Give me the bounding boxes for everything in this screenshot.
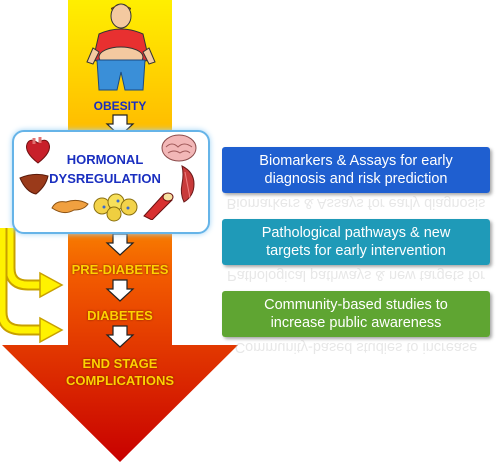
brain-icon — [161, 134, 197, 162]
end-line-1: END STAGE — [82, 356, 158, 371]
community-reflection: Community-based studies to increase publ… — [234, 339, 478, 355]
stage-obesity: OBESITY — [93, 99, 147, 113]
pathways-box: Pathological pathways & new targets for … — [222, 219, 490, 265]
blood-vessel-icon — [143, 192, 174, 220]
hormonal-line-1: HORMONAL — [66, 152, 144, 167]
down-arrow-2 — [105, 233, 135, 256]
down-arrow-3 — [105, 279, 135, 302]
end-line-2: COMPLICATIONS — [65, 373, 175, 388]
heart-icon — [26, 137, 50, 164]
liver-icon — [19, 173, 49, 195]
muscle-icon — [180, 165, 195, 203]
obese-man-icon — [86, 3, 156, 91]
side-arrow-to-prediabetes — [4, 228, 64, 299]
stage-end-complications: END STAGE COMPLICATIONS — [40, 355, 200, 389]
stage-diabetes: DIABETES — [87, 308, 153, 323]
side-arrow-to-diabetes — [0, 228, 64, 344]
hormonal-line-2: DYSREGULATION — [49, 171, 161, 186]
biomarkers-reflection: Biomarkers & Assays for early diagnosis … — [226, 195, 486, 211]
fat-cells-icon — [93, 193, 138, 222]
biomarkers-box: Biomarkers & Assays for early diagnosis … — [222, 147, 490, 193]
biomarkers-text: Biomarkers & Assays for early diagnosis … — [259, 153, 453, 187]
pancreas-icon — [51, 199, 89, 214]
community-box: Community-based studies to increase publ… — [222, 291, 490, 337]
stage-pre-diabetes: PRE-DIABETES — [71, 262, 169, 277]
pathways-reflection: Pathological pathways & new targets for … — [227, 267, 485, 283]
community-text: Community-based studies to increase publ… — [264, 297, 448, 331]
stage-hormonal-dysregulation: HORMONAL DYSREGULATION — [40, 150, 170, 188]
down-arrow-4 — [105, 325, 135, 348]
pathways-text: Pathological pathways & new targets for … — [261, 225, 451, 259]
